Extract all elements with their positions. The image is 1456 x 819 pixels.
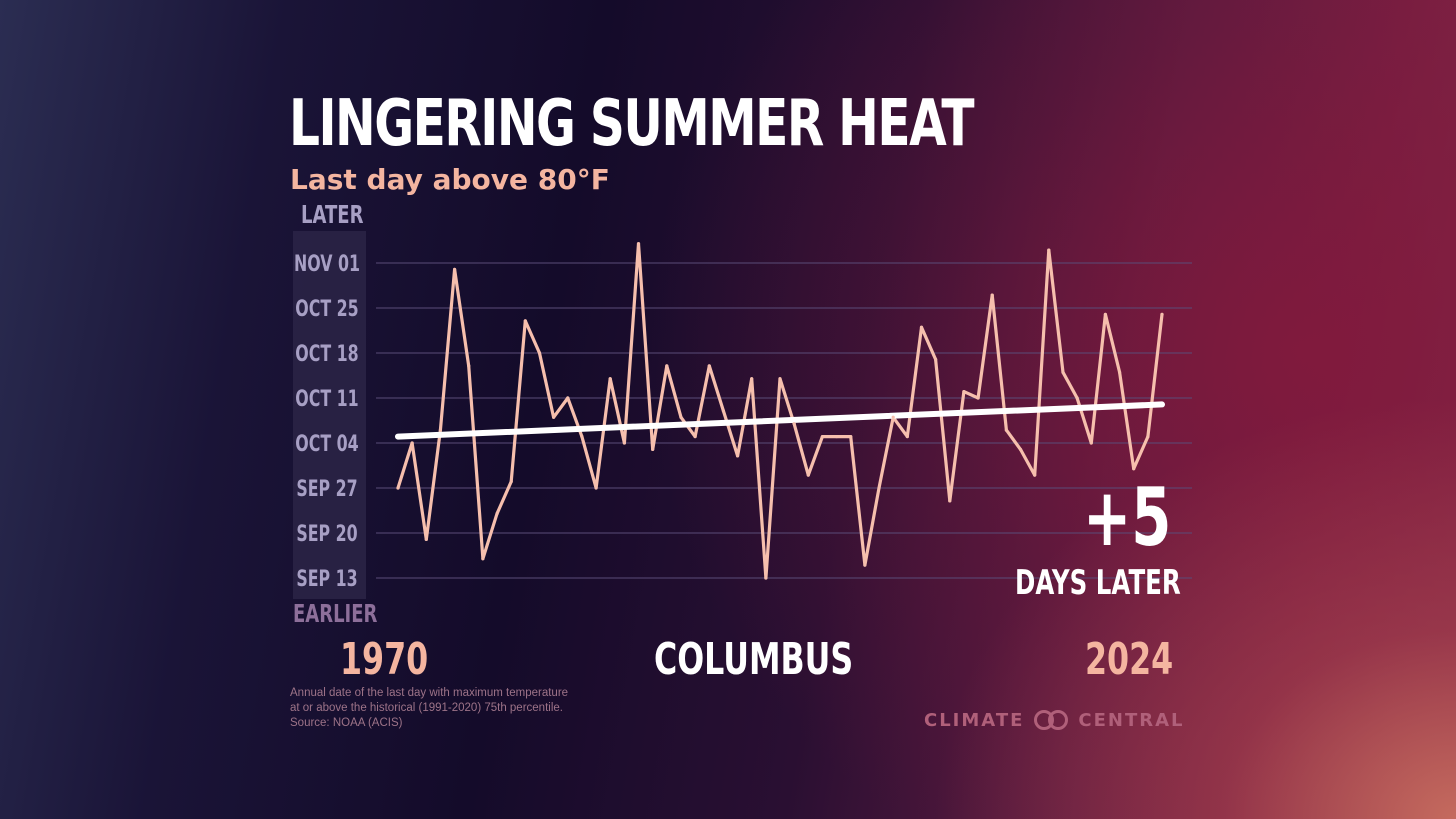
change-label: DAYS LATER [1015,563,1181,603]
data-point [877,486,881,490]
data-point [764,576,768,580]
data-point [580,434,584,439]
footnote-source: Source: NOAA (ACIS) [290,717,403,729]
logo-text-left: CLIMATE [924,709,1025,731]
data-point [594,486,598,490]
y-axis-panel [293,231,366,599]
footnote-line-1: Annual date of the last day with maximum… [290,687,569,699]
data-point [792,422,796,426]
data-point [1117,370,1122,374]
data-point [948,499,952,503]
data-point [636,242,641,246]
data-point [693,434,697,439]
y-tick-label: OCT 04 [295,430,358,456]
data-point [1033,473,1037,477]
data-point [537,351,542,355]
location-label: COLUMBUS [654,634,854,685]
data-point [863,563,867,567]
data-point [424,537,428,542]
change-value: +5 [1083,471,1172,564]
y-tick-label: SEP 13 [296,565,357,591]
data-point [919,325,924,329]
chart-title: LINGERING SUMMER HEAT [289,87,975,161]
data-point [976,396,980,400]
data-point [481,557,485,561]
y-axis-bottom-label: EARLIER [293,599,378,628]
data-point [1061,370,1065,374]
data-point [934,357,938,362]
data-point [1160,312,1164,317]
data-point [1018,447,1023,452]
data-point [707,364,711,368]
data-points [396,242,1164,580]
data-point [679,415,683,419]
y-tick-label: NOV 01 [294,250,360,276]
climate-central-logo: CLIMATE CENTRAL [924,706,1185,734]
y-tick-label: OCT 25 [295,295,358,321]
data-point [523,319,527,323]
data-point [735,454,740,458]
data-point [651,447,655,452]
data-point [905,434,909,439]
data-point [410,441,414,445]
data-point [1004,428,1008,432]
trend-line [395,401,1165,440]
data-point [509,479,513,484]
data-point [750,377,754,381]
logo-rings-icon [1034,710,1069,730]
data-point [1103,312,1108,317]
footnote-line-2: at or above the historical (1991-2020) 7… [290,702,563,714]
data-point [452,267,457,272]
data-point [608,377,612,381]
data-point [1132,467,1136,471]
data-point [891,415,895,419]
data-point [467,364,471,368]
data-point [834,434,839,439]
y-tick-label: OCT 11 [295,385,358,411]
data-point [820,434,825,439]
y-tick-label: OCT 18 [295,340,358,366]
data-point [1089,441,1093,445]
gridlines [376,262,1192,579]
data-point [806,473,810,477]
data-point [396,486,400,490]
data-point [990,293,994,297]
data-point [1075,396,1079,400]
data-point [566,396,570,400]
x-start-label: 1970 [340,634,429,685]
y-tick-labels: SEP 13 SEP 20 SEP 27 OCT 04 OCT 11 OCT 18 OCT … [294,250,360,591]
data-point [721,409,726,413]
y-axis-top-label: LATER [301,200,364,229]
chart-subtitle: Last day above 80°F [290,163,610,196]
data-point [1047,248,1051,252]
data-point [1146,434,1150,439]
data-point [778,377,782,381]
logo-text-right: CENTRAL [1078,709,1185,731]
footnote: Annual date of the last day with maximum… [290,686,630,731]
x-end-label: 2024 [1085,634,1174,685]
data-point [552,415,556,419]
data-point [962,389,966,394]
y-tick-label: SEP 27 [296,475,357,501]
data-point [622,441,626,445]
data-point [495,512,499,516]
data-point [438,428,443,432]
data-point [849,434,853,439]
data-point [665,364,669,368]
y-tick-label: SEP 20 [296,520,357,546]
